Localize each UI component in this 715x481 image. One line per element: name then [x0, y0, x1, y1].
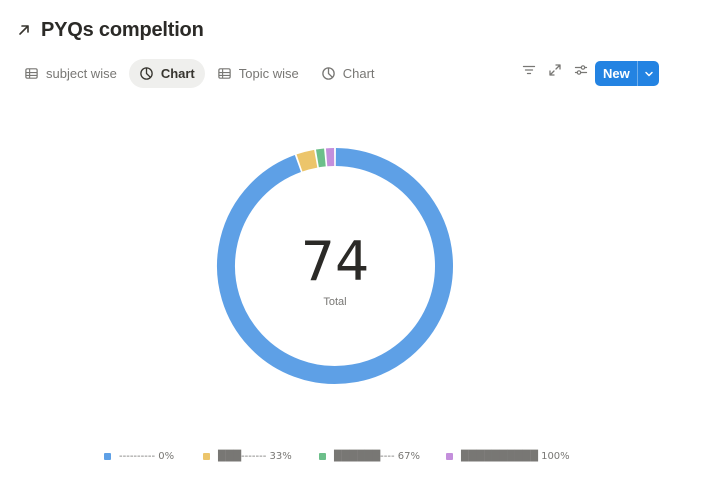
- tab-label: Topic wise: [238, 66, 299, 81]
- total-label: Total: [323, 296, 347, 308]
- pie-chart-icon: [321, 67, 335, 80]
- chart-legend: ---------- 0% ███------- 33% ██████---- 67…: [0, 448, 715, 464]
- new-button[interactable]: New: [603, 66, 630, 81]
- legend-item[interactable]: ---------- 0%: [104, 448, 174, 464]
- legend-swatch: [319, 452, 326, 460]
- tab-label: subject wise: [46, 66, 117, 81]
- legend-item[interactable]: ██████████ 100%: [446, 448, 570, 464]
- legend-swatch: [446, 452, 453, 460]
- view-tabs: subject wise Chart Topic wise Chart: [14, 59, 387, 88]
- page-title: PYQs compeltion: [41, 18, 204, 41]
- donut-svg: [217, 148, 453, 384]
- chevron-down-icon: [644, 71, 653, 76]
- donut-chart: 74 Total: [0, 100, 715, 440]
- donut-slice[interactable]: [217, 148, 453, 384]
- legend-label: ██████---- 67%: [334, 450, 420, 462]
- expand-button[interactable]: [546, 61, 564, 79]
- total-value: 74: [300, 230, 370, 293]
- donut-slice[interactable]: [296, 149, 318, 172]
- pie-chart-icon: [140, 67, 153, 80]
- button-divider: [637, 61, 638, 86]
- legend-label: ██████████ 100%: [461, 450, 570, 462]
- tab-chart[interactable]: Chart: [311, 59, 385, 88]
- page-header: PYQs compeltion: [16, 17, 204, 43]
- tab-subject-wise[interactable]: subject wise: [14, 59, 127, 88]
- arrow-up-right-icon[interactable]: [16, 22, 32, 38]
- filter-icon: [522, 65, 536, 75]
- new-button-group: New: [595, 61, 659, 86]
- legend-swatch: [203, 452, 210, 460]
- legend-label: ---------- 0%: [119, 450, 175, 462]
- legend-swatch: [104, 452, 111, 460]
- expand-icon: [549, 64, 561, 76]
- tab-chart-active[interactable]: Chart: [128, 59, 205, 88]
- legend-item[interactable]: ██████---- 67%: [319, 448, 420, 464]
- new-dropdown-button[interactable]: [638, 61, 659, 86]
- table-icon: [218, 68, 231, 79]
- donut-slice[interactable]: [315, 148, 326, 168]
- tab-topic-wise[interactable]: Topic wise: [207, 59, 309, 88]
- view-toolbar: [512, 61, 590, 79]
- legend-label: ███------- 33%: [218, 450, 292, 462]
- legend-item[interactable]: ███------- 33%: [203, 448, 292, 464]
- table-icon: [25, 68, 38, 79]
- tab-label: Chart: [342, 66, 375, 81]
- settings-button[interactable]: [572, 61, 590, 79]
- settings-sliders-icon: [574, 65, 588, 75]
- tab-label: Chart: [160, 66, 195, 81]
- filter-button[interactable]: [520, 61, 538, 79]
